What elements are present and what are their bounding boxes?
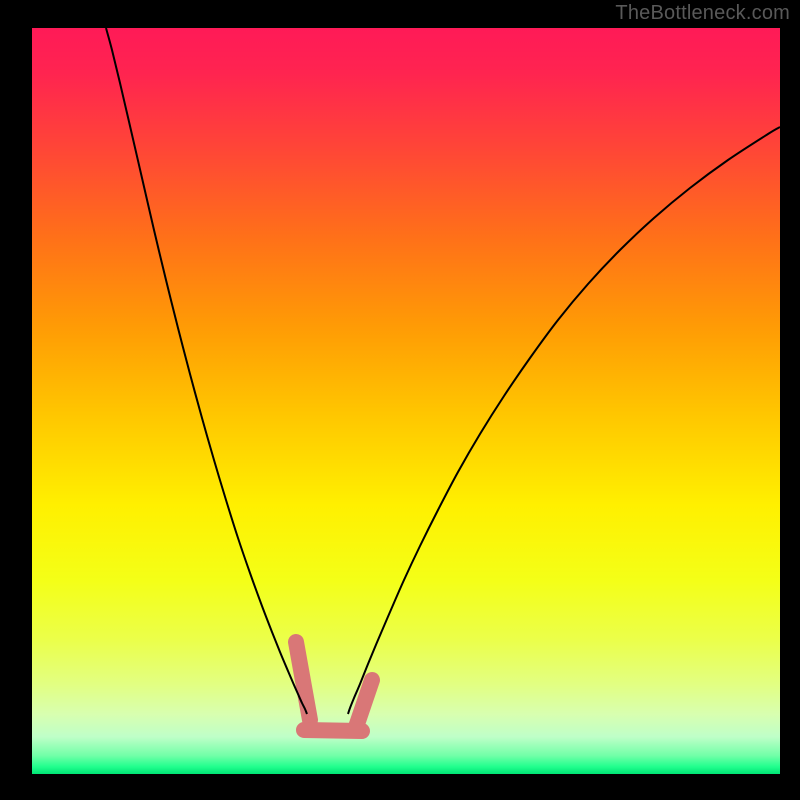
chart-background — [32, 28, 780, 774]
bottleneck-chart — [32, 28, 780, 774]
frame-right — [780, 0, 800, 800]
watermark-text: TheBottleneck.com — [615, 2, 790, 25]
frame-left — [0, 0, 32, 800]
frame-bottom — [0, 774, 800, 800]
